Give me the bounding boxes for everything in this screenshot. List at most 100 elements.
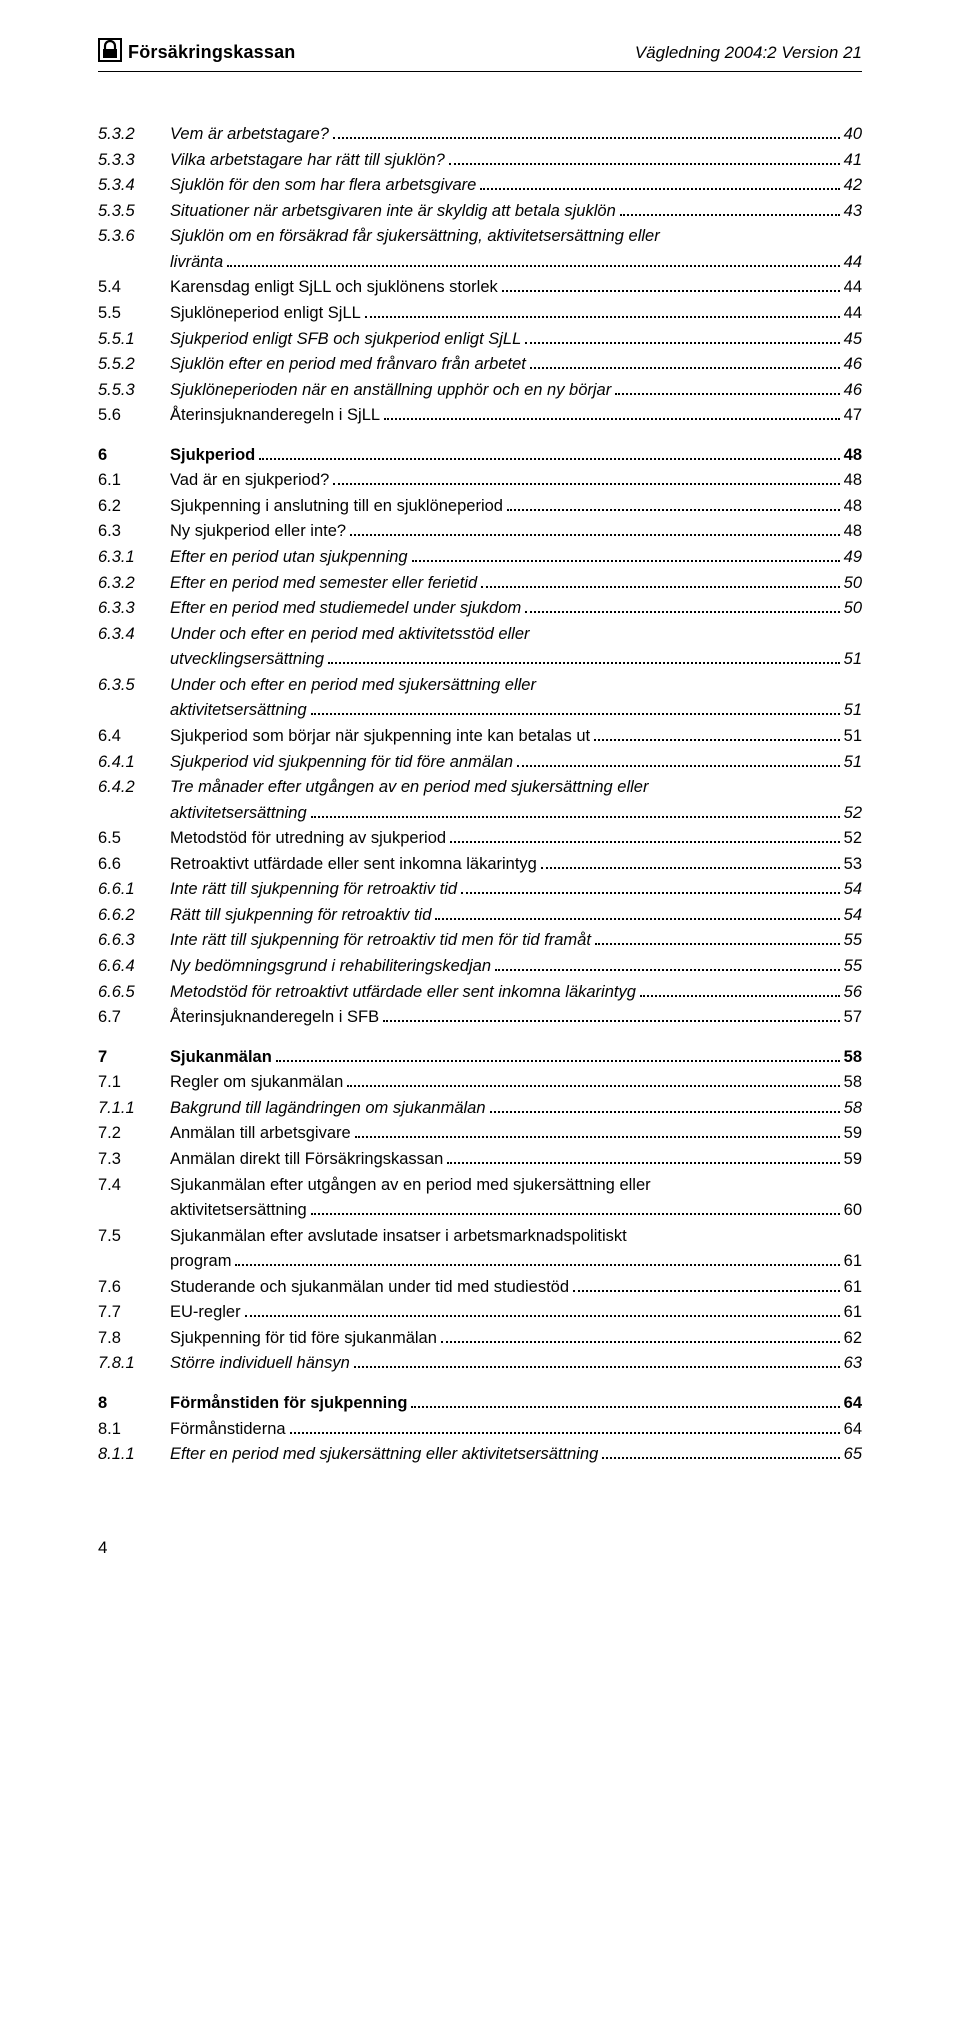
toc-entry: 7.6Studerande och sjukanmälan under tid …	[98, 1275, 862, 1301]
toc-number: 7	[98, 1045, 170, 1071]
toc-entry: 5.6Återinsjuknanderegeln i SjLL 47	[98, 403, 862, 429]
toc-page-number: 52	[844, 826, 862, 852]
toc-page-number: 58	[844, 1096, 862, 1122]
toc-number: 6.3.3	[98, 596, 170, 622]
toc-leader-dots	[227, 255, 839, 267]
toc-entry: 5.3.5Situationer när arbetsgivaren inte …	[98, 199, 862, 225]
toc-entry: 8.1Förmånstiderna64	[98, 1417, 862, 1443]
toc-page-number: 45	[844, 327, 862, 353]
toc-page-number: 54	[844, 877, 862, 903]
toc-number: 6.3	[98, 519, 170, 545]
toc-title-continuation: program	[170, 1249, 231, 1275]
toc-number: 5.3.2	[98, 122, 170, 148]
toc-page-number: 59	[844, 1147, 862, 1173]
toc-entry: 6.4.1Sjukperiod vid sjukpenning för tid …	[98, 750, 862, 776]
toc-page-number: 62	[844, 1326, 862, 1352]
toc-title: Återinsjuknanderegeln i SjLL	[170, 403, 380, 429]
toc-leader-dots	[602, 1447, 839, 1459]
toc-number: 5.6	[98, 403, 170, 429]
toc-page-number: 57	[844, 1005, 862, 1031]
toc-title: Större individuell hänsyn	[170, 1351, 350, 1377]
toc-title: Karensdag enligt SjLL och sjuklönens sto…	[170, 275, 498, 301]
toc-title: Efter en period med sjukersättning eller…	[170, 1442, 598, 1468]
toc-title: Sjukpenning för tid före sjukanmälan	[170, 1326, 437, 1352]
toc-title: Tre månader efter utgången av en period …	[170, 775, 648, 801]
toc-entry: 6.3.3Efter en period med studiemedel und…	[98, 596, 862, 622]
toc-number: 7.1	[98, 1070, 170, 1096]
toc-leader-dots	[435, 908, 839, 920]
toc-page-number: 58	[844, 1045, 862, 1071]
toc-page-number: 59	[844, 1121, 862, 1147]
toc-page-number: 48	[844, 494, 862, 520]
toc-entry-continuation: utvecklingsersättning51	[98, 647, 862, 673]
toc-page-number: 51	[844, 724, 862, 750]
toc-title: EU-regler	[170, 1300, 241, 1326]
toc-entry: 5.3.3Vilka arbetstagare har rätt till sj…	[98, 148, 862, 174]
toc-entry: 6.2Sjukpenning i anslutning till en sjuk…	[98, 494, 862, 520]
toc-title: Sjukperiod som börjar när sjukpenning in…	[170, 724, 590, 750]
toc-leader-dots	[311, 703, 840, 715]
toc-title: Sjuklöneperiod enligt SjLL	[170, 301, 361, 327]
toc-page-number: 63	[844, 1351, 862, 1377]
table-of-contents: 5.3.2Vem är arbetstagare?405.3.3Vilka ar…	[98, 122, 862, 1468]
toc-number: 7.2	[98, 1121, 170, 1147]
toc-entry-continuation: livränta44	[98, 250, 862, 276]
toc-page-number: 44	[844, 250, 862, 276]
toc-number: 6.5	[98, 826, 170, 852]
toc-leader-dots	[480, 178, 839, 190]
toc-number: 5.4	[98, 275, 170, 301]
toc-number: 6	[98, 443, 170, 469]
toc-number: 6.3.2	[98, 571, 170, 597]
toc-page-number: 47	[844, 403, 862, 429]
toc-page-number: 48	[844, 519, 862, 545]
toc-title: Ny bedömningsgrund i rehabiliteringskedj…	[170, 954, 491, 980]
toc-number: 7.8.1	[98, 1351, 170, 1377]
toc-title: Inte rätt till sjukpenning för retroakti…	[170, 928, 591, 954]
toc-entry-continuation: program61	[98, 1249, 862, 1275]
toc-number: 7.3	[98, 1147, 170, 1173]
toc-page-number: 60	[844, 1198, 862, 1224]
toc-entry-continuation: aktivitetsersättning51	[98, 698, 862, 724]
toc-page-number: 51	[844, 750, 862, 776]
toc-number: 6.4	[98, 724, 170, 750]
toc-entry: 6.6Retroaktivt utfärdade eller sent inko…	[98, 852, 862, 878]
toc-page-number: 53	[844, 852, 862, 878]
toc-entry: 5.5.2Sjuklön efter en period med frånvar…	[98, 352, 862, 378]
toc-leader-dots	[640, 985, 840, 997]
toc-entry: 6.7Återinsjuknanderegeln i SFB57	[98, 1005, 862, 1031]
toc-number: 5.5.2	[98, 352, 170, 378]
toc-number: 6.4.1	[98, 750, 170, 776]
toc-entry: 5.5.3Sjuklöneperioden när en anställning…	[98, 378, 862, 404]
toc-number: 6.6.5	[98, 980, 170, 1006]
toc-title: Vilka arbetstagare har rätt till sjuklön…	[170, 148, 445, 174]
toc-number: 6.7	[98, 1005, 170, 1031]
toc-page-number: 51	[844, 647, 862, 673]
toc-number: 6.3.5	[98, 673, 170, 699]
toc-page-number: 40	[844, 122, 862, 148]
toc-entry: 6.4.2Tre månader efter utgången av en pe…	[98, 775, 862, 801]
toc-leader-dots	[235, 1254, 839, 1266]
toc-leader-dots	[481, 576, 839, 588]
toc-entry: 6.5Metodstöd för utredning av sjukperiod…	[98, 826, 862, 852]
toc-entry: 6.6.2Rätt till sjukpenning för retroakti…	[98, 903, 862, 929]
toc-title: Rätt till sjukpenning för retroaktiv tid	[170, 903, 431, 929]
toc-entry: 8.1.1Efter en period med sjukersättning …	[98, 1442, 862, 1468]
toc-entry: 6.4Sjukperiod som börjar när sjukpenning…	[98, 724, 862, 750]
toc-entry: 7Sjukanmälan58	[98, 1045, 862, 1071]
toc-page-number: 48	[844, 443, 862, 469]
toc-number: 6.6.1	[98, 877, 170, 903]
toc-title-continuation: aktivitetsersättning	[170, 801, 307, 827]
toc-number: 6.3.4	[98, 622, 170, 648]
toc-leader-dots	[594, 729, 840, 741]
toc-leader-dots	[411, 1396, 839, 1408]
toc-number: 6.3.1	[98, 545, 170, 571]
toc-leader-dots	[517, 755, 840, 767]
toc-number: 8.1	[98, 1417, 170, 1443]
toc-title: Efter en period utan sjukpenning	[170, 545, 408, 571]
toc-page-number: 46	[844, 378, 862, 404]
toc-entry: 7.8Sjukpenning för tid före sjukanmälan6…	[98, 1326, 862, 1352]
toc-title: Sjuklön efter en period med frånvaro frå…	[170, 352, 526, 378]
toc-leader-dots	[541, 857, 840, 869]
toc-leader-dots	[347, 1075, 839, 1087]
logo-text: Försäkringskassan	[128, 42, 295, 63]
